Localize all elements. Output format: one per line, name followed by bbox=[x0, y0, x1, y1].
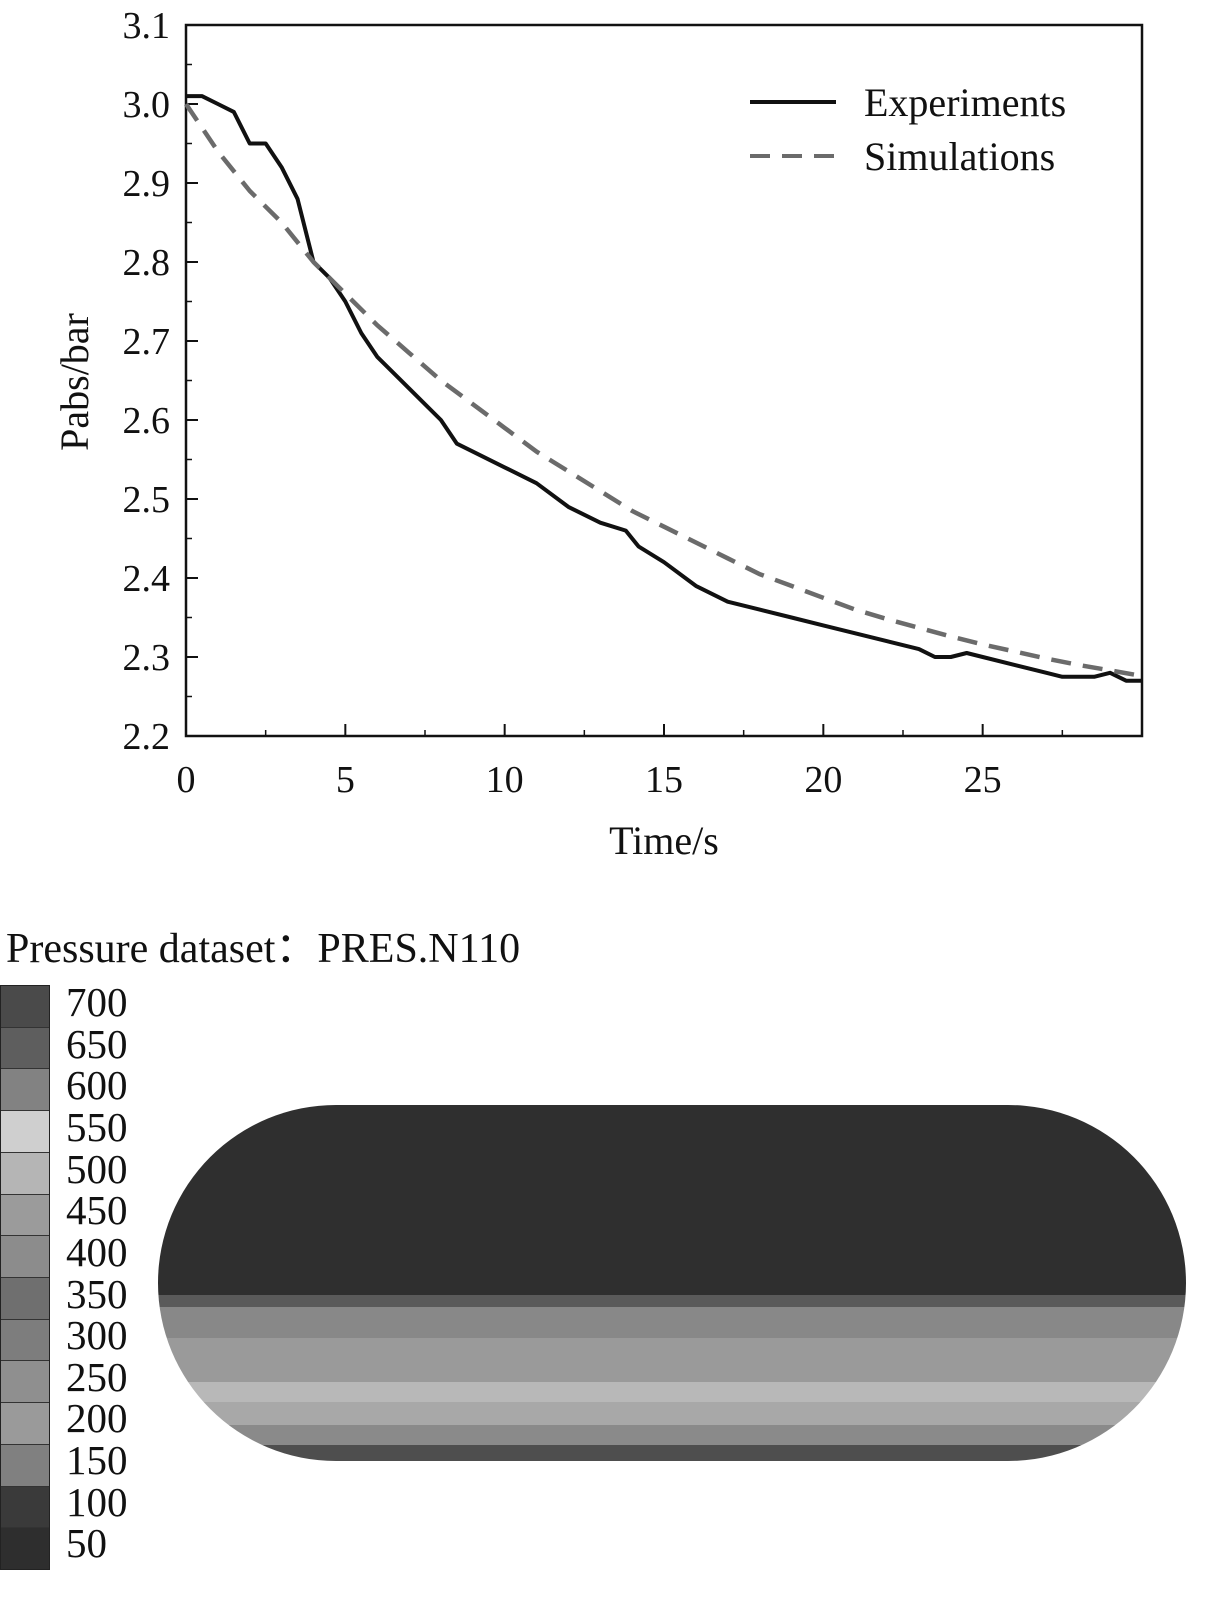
color-legend-level: 50 bbox=[66, 1520, 107, 1567]
color-legend-swatch bbox=[1, 1069, 49, 1112]
color-legend-level: 350 bbox=[66, 1270, 128, 1317]
y-tick-label: 2.6 bbox=[123, 400, 171, 442]
x-tick-label: 25 bbox=[964, 759, 1002, 801]
color-legend-swatch bbox=[1, 1278, 49, 1320]
plot-frame bbox=[184, 23, 1144, 738]
color-legend-swatch bbox=[1, 1319, 49, 1362]
series-line-simulations bbox=[184, 102, 1143, 679]
legend-label-simulations: Simulations bbox=[864, 134, 1055, 179]
legend: Experiments Simulations bbox=[750, 80, 1066, 179]
y-tick-label: 2.2 bbox=[123, 716, 171, 758]
line-chart: 2.2 2.3 2.4 2.5 2.6 2.7 2.8 2.9 3.0 3.1 0 5 10 15 20 2… bbox=[52, 5, 1144, 863]
color-legend-swatch bbox=[1, 1236, 49, 1279]
color-legend-level: 500 bbox=[66, 1145, 128, 1192]
color-legend-level: 300 bbox=[66, 1312, 128, 1359]
x-axis-title: Time/s bbox=[609, 818, 719, 863]
color-legend-swatch bbox=[1, 1403, 49, 1445]
pressure-band bbox=[158, 1338, 1186, 1382]
contour-title: Pressure dataset：PRES.N110 bbox=[6, 926, 521, 972]
color-legend-swatch bbox=[1, 986, 49, 1028]
color-legend-level: 400 bbox=[66, 1228, 128, 1275]
color-legend-level: 650 bbox=[66, 1020, 128, 1067]
color-legend-swatch bbox=[1, 1361, 49, 1404]
color-legend-swatch bbox=[1, 1027, 49, 1070]
color-legend-bar bbox=[0, 985, 50, 1570]
tank-pressure-contour bbox=[158, 1105, 1186, 1461]
legend-label-experiments: Experiments bbox=[864, 80, 1066, 125]
pressure-band bbox=[158, 1401, 1186, 1426]
x-tick-label: 5 bbox=[336, 759, 355, 801]
y-tick-label: 3.0 bbox=[123, 84, 171, 126]
y-tick-label: 2.8 bbox=[123, 242, 171, 284]
y-axis-title: Pabs/bar bbox=[52, 313, 97, 451]
series-layer bbox=[184, 94, 1143, 683]
pressure-band bbox=[158, 1105, 1186, 1295]
x-tick-label: 10 bbox=[486, 759, 524, 801]
color-legend-swatch bbox=[1, 1194, 49, 1237]
color-legend-swatch bbox=[1, 1528, 49, 1570]
color-legend-swatch bbox=[1, 1444, 49, 1487]
y-axis: 2.2 2.3 2.4 2.5 2.6 2.7 2.8 2.9 3.0 3.1 bbox=[123, 5, 198, 758]
y-tick-label: 3.1 bbox=[123, 5, 171, 47]
y-tick-label: 2.7 bbox=[123, 321, 171, 363]
pressure-band bbox=[158, 1294, 1186, 1307]
color-legend-swatch bbox=[1, 1486, 49, 1529]
pressure-band bbox=[158, 1445, 1186, 1461]
x-tick-label: 20 bbox=[804, 759, 842, 801]
color-legend-swatch bbox=[1, 1152, 49, 1195]
x-axis: 0 5 10 15 20 25 bbox=[177, 724, 1064, 801]
color-legend-level: 700 bbox=[66, 979, 128, 1025]
x-tick-label: 15 bbox=[645, 759, 683, 801]
y-tick-label: 2.4 bbox=[123, 558, 171, 600]
color-legend-level: 600 bbox=[66, 1062, 128, 1109]
pressure-band bbox=[158, 1425, 1186, 1446]
color-legend-level: 200 bbox=[66, 1395, 128, 1442]
x-tick-label: 0 bbox=[177, 759, 196, 801]
color-legend-level: 550 bbox=[66, 1103, 128, 1150]
pressure-band bbox=[158, 1381, 1186, 1402]
series-line-experiments bbox=[186, 94, 1142, 683]
color-legend-level: 450 bbox=[66, 1187, 128, 1234]
y-tick-label: 2.3 bbox=[123, 637, 171, 679]
color-legend-swatch bbox=[1, 1111, 49, 1153]
color-legend-level: 100 bbox=[66, 1478, 128, 1525]
y-tick-label: 2.5 bbox=[123, 479, 171, 521]
color-legend-level: 150 bbox=[66, 1437, 128, 1484]
pressure-band bbox=[158, 1306, 1186, 1339]
color-legend-level: 250 bbox=[66, 1353, 128, 1400]
y-tick-label: 2.9 bbox=[123, 163, 171, 205]
